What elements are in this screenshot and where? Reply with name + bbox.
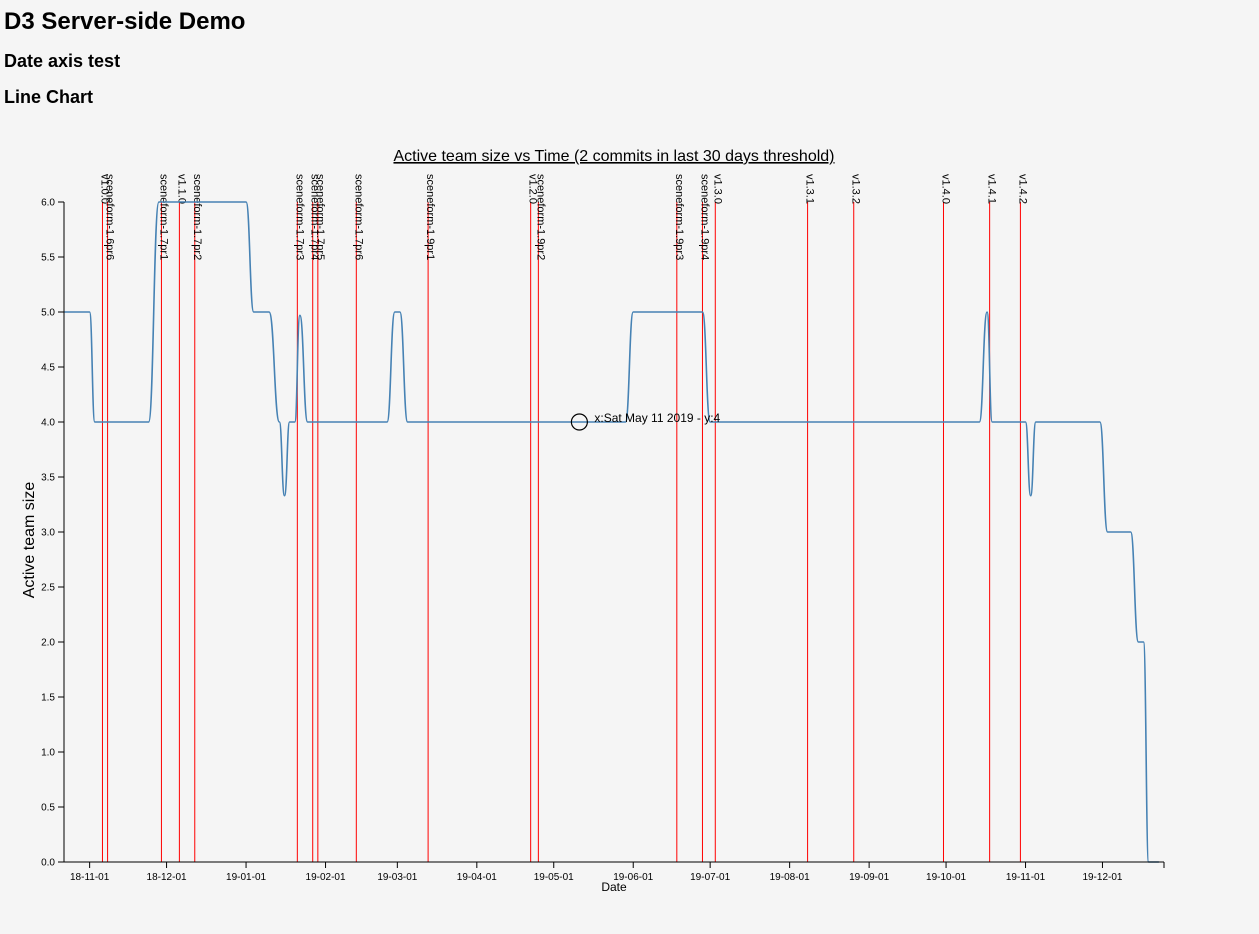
x-tick-label: 19-10-01 (926, 872, 966, 883)
x-tick-label: 19-12-01 (1082, 872, 1122, 883)
release-label: v1.4.2 (1016, 174, 1028, 204)
release-label: sceneform-1.7pr2 (191, 174, 203, 260)
line-chart: Active team size vs Time (2 commits in l… (21, 148, 1165, 894)
x-tick-label: 19-06-01 (613, 872, 653, 883)
release-label: sceneform-1.7pr1 (157, 174, 169, 260)
x-tick-label: 19-05-01 (534, 872, 574, 883)
release-label: v1.0.0 (98, 174, 110, 204)
chart-title: Active team size vs Time (2 commits in l… (393, 148, 834, 165)
y-tick-label: 4.0 (41, 418, 55, 429)
x-tick-label: 18-12-01 (147, 872, 187, 883)
release-label: v1.1.0 (175, 174, 187, 204)
y-tick-label: 6.0 (41, 198, 55, 209)
release-label: sceneform-1.9pr4 (698, 174, 710, 260)
release-label: sceneform-1.9pr3 (673, 174, 685, 260)
y-axis: 0.0 0.5 1.0 1.5 2.0 2.5 3.0 3.5 4.0 4.5 5.0 5.5 6.0 (41, 198, 65, 869)
x-tick-label: 19-03-01 (377, 872, 417, 883)
release-label: v1.3.0 (711, 174, 723, 204)
release-label: v1.3.2 (850, 174, 862, 204)
x-axis: 18-11-01 18-12-01 19-01-01 19-02-01 19-03-01… (64, 861, 1165, 883)
y-tick-label: 3.5 (41, 473, 55, 484)
y-tick-label: 1.0 (41, 748, 55, 759)
x-tick-label: 18-11-01 (70, 872, 110, 883)
y-tick-label: 0.5 (41, 803, 55, 814)
y-tick-label: 1.5 (41, 693, 55, 704)
release-label: sceneform-1.9pr2 (534, 174, 546, 260)
y-tick-label: 4.5 (41, 363, 55, 374)
release-label: v1.4.0 (939, 174, 951, 204)
y-tick-label: 3.0 (41, 528, 55, 539)
x-tick-label: 19-01-01 (226, 872, 266, 883)
hover-marker (570, 413, 588, 431)
y-tick-label: 5.0 (41, 308, 55, 319)
y-tick-label: 2.0 (41, 638, 55, 649)
release-label: v1.4.1 (986, 174, 998, 204)
y-axis-label: Active team size (21, 482, 38, 599)
hover-annotation: x:Sat May 11 2019 - y:4 (570, 411, 721, 431)
hover-label: x:Sat May 11 2019 - y:4 (594, 411, 720, 425)
release-label: sceneform-1.7pr6 (352, 174, 364, 260)
x-tick-label: 19-11-01 (1006, 872, 1046, 883)
page-subtitle: Date axis test (4, 51, 121, 71)
release-label: v1.3.1 (804, 174, 816, 204)
x-tick-label: 19-07-01 (690, 872, 730, 883)
release-label: sceneform-1.7pr5 (314, 174, 326, 260)
y-tick-label: 5.5 (41, 253, 55, 264)
release-label: v1.2.0 (527, 174, 539, 204)
page-title: D3 Server-side Demo (4, 8, 246, 35)
x-tick-label: 19-09-01 (849, 872, 889, 883)
release-label: sceneform-1.9pr1 (424, 174, 436, 260)
y-tick-label: 2.5 (41, 583, 55, 594)
x-tick-label: 19-08-01 (770, 872, 810, 883)
x-axis-label: Date (601, 880, 627, 894)
series-line (63, 201, 1159, 863)
y-tick-label: 0.0 (41, 858, 55, 869)
release-label: sceneform-1.7pr3 (293, 174, 305, 260)
x-tick-label: 19-04-01 (457, 872, 497, 883)
x-tick-label: 19-02-01 (306, 872, 346, 883)
chart-type-heading: Line Chart (4, 87, 94, 107)
release-label: sceneform-1.6pr6 (104, 174, 116, 260)
